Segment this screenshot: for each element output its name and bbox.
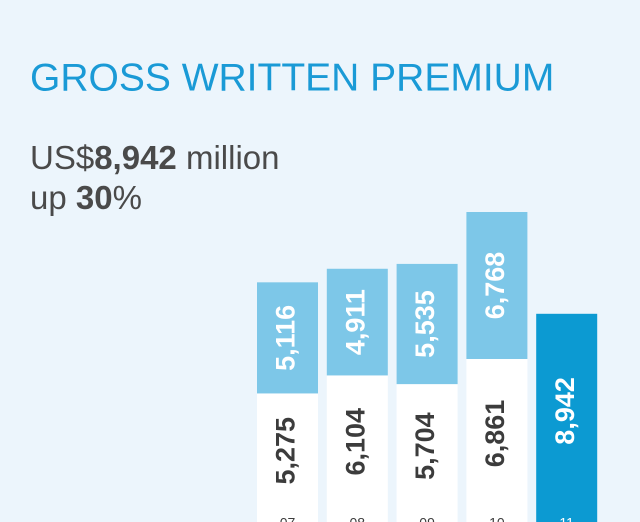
bar-segment (466, 358, 528, 522)
bar-segment (257, 282, 318, 394)
value-label: 4,911 (340, 289, 370, 355)
x-tick-label: 07 (280, 515, 296, 522)
value-label: 5,275 (271, 417, 301, 485)
value-label: 6,861 (480, 400, 510, 468)
x-tick-label: 09 (419, 515, 435, 522)
headline-prefix: US$ (30, 139, 94, 176)
value-label: 6,104 (340, 408, 370, 476)
value-label: 6,768 (480, 252, 510, 320)
value-label: 8,942 (550, 377, 580, 445)
change-unit: % (113, 179, 142, 216)
bar-segment (466, 212, 528, 359)
bar-segment (326, 375, 388, 522)
change-amount: 30 (76, 179, 113, 216)
change: up 30% (30, 179, 142, 216)
headline: US$8,942 million (30, 139, 280, 176)
x-tick-label: 10 (489, 515, 505, 522)
value-label: 5,116 (271, 305, 301, 371)
bar-segment (536, 313, 598, 522)
x-tick-label: 11 (559, 515, 574, 522)
headline-amount: 8,942 (94, 139, 177, 176)
chart-title: GROSS WRITTEN PREMIUM (30, 56, 554, 99)
headline-unit: million (177, 139, 280, 176)
bar-segment (396, 384, 458, 522)
value-label: 5,535 (410, 290, 440, 358)
value-label: 5,704 (410, 412, 440, 480)
bar-segment (396, 263, 458, 385)
bar-segment (257, 393, 318, 522)
x-tick-label: 08 (350, 515, 366, 522)
change-prefix: up (30, 179, 76, 216)
bar-segment (326, 268, 388, 376)
